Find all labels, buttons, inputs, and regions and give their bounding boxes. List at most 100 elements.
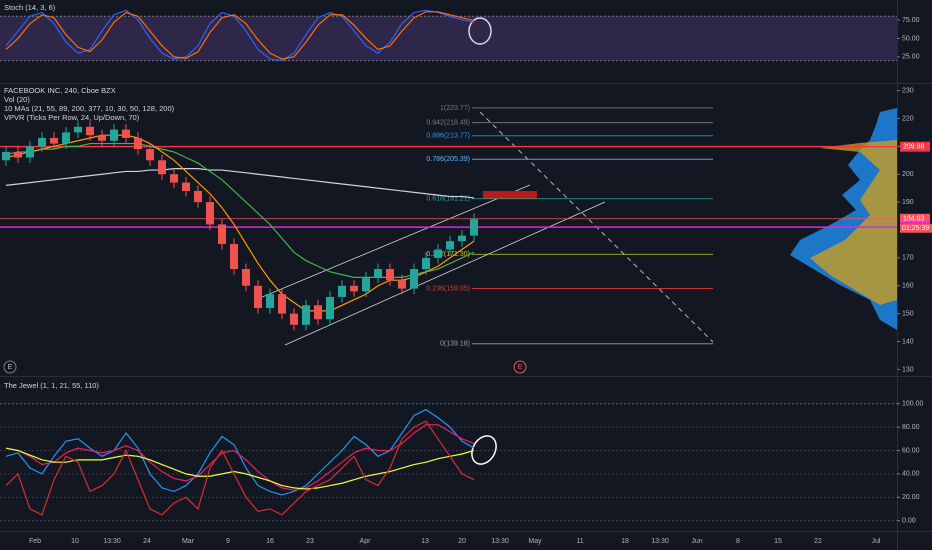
volume-profile [810, 140, 897, 305]
x-tick-label: 13:30 [103, 538, 121, 545]
candle-body [146, 149, 154, 161]
price-tag [900, 213, 930, 224]
y-tick-label: 25.00 [902, 54, 920, 61]
price-tag-label: 209.88 [903, 144, 925, 151]
x-tick-label: 8 [736, 538, 740, 545]
y-tick-label: 220 [902, 115, 914, 122]
pane-subtitle: 10 MAs (21, 55, 89, 200, 377, 10, 30, 50… [4, 104, 175, 113]
fib-label: 0.942(218.49) [426, 120, 470, 127]
candle-body [170, 174, 178, 183]
moving-average [5, 168, 475, 199]
highlight-circle [468, 17, 492, 45]
price-tag [900, 141, 930, 152]
x-tick-label: 13:30 [651, 538, 669, 545]
candle-body [398, 280, 406, 289]
candle-body [122, 129, 130, 138]
candle-body [242, 269, 250, 286]
x-tick-label: 20 [458, 538, 466, 545]
pane-subtitle: VPVR (Ticks Per Row, 24, Up/Down, 70) [4, 113, 140, 122]
x-tick-label: 11 [576, 538, 583, 545]
candle-body [86, 126, 94, 136]
candle-body [458, 235, 466, 242]
y-tick-label: 100.00 [902, 401, 924, 408]
candle-body [326, 296, 334, 320]
indicator-line [5, 447, 475, 490]
x-tick-label: 24 [143, 538, 151, 545]
earnings-marker [3, 360, 17, 374]
y-tick-label: 230 [902, 87, 914, 94]
indicator-line [5, 408, 475, 496]
x-tick-label: Jun [691, 538, 702, 545]
candle-body [26, 146, 34, 158]
candle-body [302, 305, 310, 325]
fib-label: 0.886(213.77) [426, 133, 470, 140]
x-tick-label: 13:30 [491, 538, 509, 545]
candle-body [158, 160, 166, 175]
x-tick-label: 16 [266, 538, 274, 545]
candle-body [350, 285, 358, 292]
x-tick-label: 9 [226, 538, 230, 545]
candle-body [278, 294, 286, 314]
candle-body [62, 132, 70, 144]
countdown: 01:25:39 [902, 225, 929, 232]
y-tick-label: 150 [902, 310, 914, 317]
indicator-line [5, 11, 475, 60]
candle-body [50, 137, 58, 144]
candle-body [434, 249, 442, 258]
x-tick-label: 15 [774, 538, 782, 545]
y-tick-label: 80.00 [902, 424, 920, 431]
candle-body [38, 137, 46, 147]
x-tick-label: 23 [306, 538, 314, 545]
fib-label: 0(139.18) [440, 341, 470, 348]
fib-label: 0.236(159.05) [426, 285, 470, 292]
y-tick-label: 60.00 [902, 447, 920, 454]
candle-body [290, 313, 298, 325]
x-tick-label: 13 [421, 538, 429, 545]
indicator-line [5, 420, 475, 516]
candle-body [266, 294, 274, 309]
channel-line [284, 201, 606, 346]
y-tick-label: 160 [902, 283, 914, 290]
y-tick-label: 170 [902, 255, 914, 262]
candle-body [410, 269, 418, 289]
y-tick-label: 20.00 [902, 494, 920, 501]
y-tick-label: 75.00 [902, 17, 920, 24]
moving-average [5, 142, 475, 279]
candle-body [14, 151, 22, 158]
x-tick-label: Apr [360, 538, 372, 545]
earnings-marker [513, 360, 527, 374]
candle-body [98, 135, 106, 141]
x-tick-label: Feb [29, 538, 41, 545]
candle-body [74, 126, 82, 133]
y-tick-label: 140 [902, 338, 914, 345]
x-tick-label: Mar [182, 538, 195, 545]
x-tick-label: 22 [814, 538, 822, 545]
resistance-box [483, 191, 537, 199]
channel-line [254, 184, 531, 301]
candle-body [194, 190, 202, 203]
moving-average [5, 134, 475, 312]
candle-body [2, 151, 10, 161]
y-tick-label: 130 [902, 366, 914, 373]
pane-title: The Jewel (1, 1, 21, 55, 110) [4, 381, 99, 390]
price-tag-label: 184.03 [903, 216, 925, 223]
x-tick-label: 18 [621, 538, 629, 545]
candle-body [338, 285, 346, 297]
countdown-tag [900, 223, 932, 233]
y-tick-label: 200 [902, 171, 914, 178]
candle-body [470, 218, 478, 236]
fib-label: 0.618(191.21) [426, 196, 470, 203]
indicator-line [5, 9, 475, 62]
candle-body [446, 241, 454, 250]
fib-label: 0.382(171.30) [426, 251, 470, 258]
candle-body [386, 269, 394, 281]
fib-label: 1(223.77) [440, 105, 470, 112]
candle-body [230, 243, 238, 270]
y-tick-label: 40.00 [902, 471, 920, 478]
pane-title: Stoch (14, 3, 6) [4, 3, 56, 12]
highlight-circle [471, 435, 497, 465]
candle-body [422, 257, 430, 270]
candle-body [182, 182, 190, 191]
